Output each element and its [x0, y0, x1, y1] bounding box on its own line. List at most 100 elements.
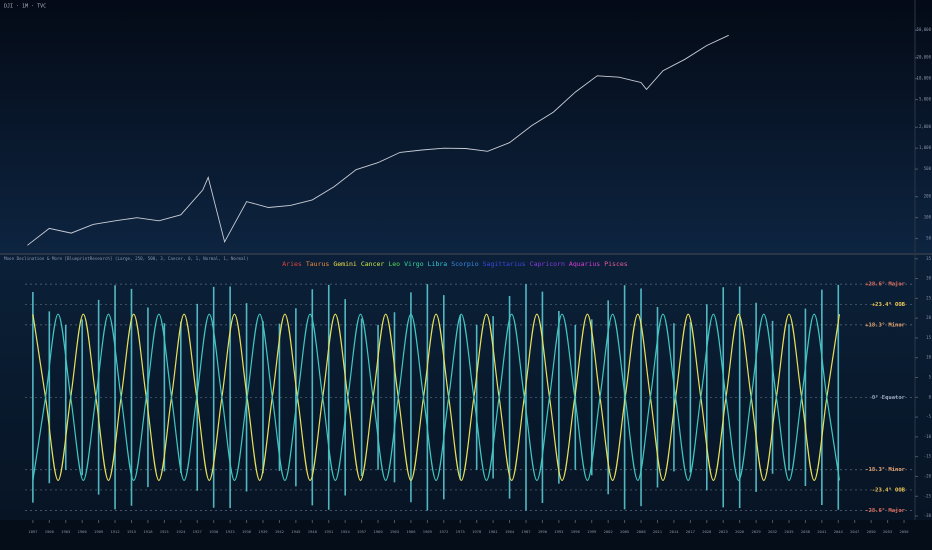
y-tick-label: -25	[924, 493, 932, 498]
x-tick-label: 2041	[817, 529, 827, 534]
y-tick-label: -20	[924, 473, 932, 478]
x-tick-label: 2032	[768, 529, 777, 534]
x-tick-label: 2002	[604, 529, 613, 534]
y-tick-label: 5,000	[919, 97, 932, 102]
level-label: 0° Equator	[872, 395, 906, 401]
legend-entry: Cancer	[361, 260, 385, 268]
level-label: -23.4° OOB	[872, 487, 906, 493]
x-tick-label: 1969	[423, 529, 433, 534]
x-tick-label: 1903	[61, 529, 70, 534]
x-tick-label: 1930	[209, 529, 219, 534]
pane-separator	[0, 253, 932, 255]
legend-entry: Taurus	[306, 260, 330, 268]
y-tick-label: 30	[926, 276, 931, 281]
x-tick-label: 1999	[587, 529, 597, 534]
y-tick-label: 1,000	[919, 145, 932, 150]
x-tick-label: 1984	[505, 529, 515, 534]
y-tick-label: 35	[926, 256, 931, 261]
x-tick-label: 1948	[308, 529, 318, 534]
legend-entry: Aquarius	[569, 260, 600, 268]
y-tick-label: 100	[924, 215, 932, 220]
y-tick-label: -15	[924, 454, 932, 459]
y-tick-label: 15	[926, 335, 931, 340]
x-tick-label: 1981	[489, 529, 499, 534]
y-tick-label: 50	[926, 236, 931, 241]
level-label: -18.3° Minor	[865, 467, 905, 473]
level-label: +28.6° Major	[865, 281, 905, 288]
legend-entry: Libra	[428, 260, 448, 268]
x-tick-label: 2005	[620, 529, 629, 534]
indicator-pane	[0, 255, 932, 520]
y-tick-label: 500	[924, 166, 932, 171]
x-tick-label: 1945	[291, 529, 300, 534]
legend-entry: Pisces	[604, 260, 628, 268]
symbol-title: DJI · 1M · TVC	[4, 4, 46, 10]
y-tick-label: 10	[926, 355, 931, 360]
cycle-line	[32, 313, 840, 482]
level-label: -28.6° Major	[865, 507, 905, 514]
x-tick-label: 1966	[406, 529, 416, 534]
x-tick-label: 2038	[801, 529, 811, 534]
x-tick-label: 2053	[883, 529, 892, 534]
x-tick-label: 1972	[439, 529, 448, 534]
level-label: +23.4° OOB	[872, 302, 906, 308]
x-tick-label: 2011	[653, 529, 663, 534]
y-tick-label: 2,000	[919, 124, 932, 129]
y-tick-label: -30	[924, 513, 932, 518]
x-tick-label: 1918	[143, 529, 153, 534]
legend-entry: Leo	[388, 260, 400, 268]
y-tick-label: 20,000	[917, 55, 932, 60]
y-tick-label: 5	[929, 375, 932, 380]
x-tick-label: 1936	[242, 529, 252, 534]
price-pane	[0, 0, 932, 253]
x-tick-label: 2023	[719, 529, 728, 534]
x-tick-label: 1927	[193, 529, 202, 534]
x-tick-label: 1978	[472, 529, 482, 534]
x-tick-label: 2014	[669, 529, 679, 534]
x-tick-label: 1990	[538, 529, 548, 534]
x-tick-label: 1900	[45, 529, 55, 534]
x-tick-label: 1954	[341, 529, 351, 534]
x-tick-label: 1957	[357, 529, 366, 534]
price-line	[27, 34, 729, 246]
x-tick-label: 2044	[834, 529, 844, 534]
x-tick-label: 1915	[127, 529, 136, 534]
y-tick-label: 50,000	[917, 27, 932, 32]
legend-entry: Aries	[282, 260, 302, 268]
x-tick-label: 1933	[226, 529, 235, 534]
y-tick-label: -5	[926, 414, 931, 419]
x-tick-label: 1960	[373, 529, 383, 534]
y-tick-label: 20	[926, 315, 931, 320]
x-tick-label: 2035	[784, 529, 793, 534]
legend-entry: Scorpio	[451, 260, 478, 268]
x-tick-label: 2050	[867, 529, 877, 534]
x-tick-label: 2020	[702, 529, 712, 534]
legend-entry: Gemini	[333, 260, 357, 268]
x-tick-label: 2047	[850, 529, 859, 534]
level-label: +18.3° Minor	[865, 322, 905, 328]
x-tick-label: 1921	[160, 529, 170, 534]
y-tick-label: -10	[924, 434, 932, 439]
x-tick-label: 2008	[636, 529, 646, 534]
x-tick-label: 2026	[735, 529, 745, 534]
x-tick-label: 1963	[390, 529, 399, 534]
x-tick-label: 2029	[752, 529, 762, 534]
x-tick-label: 2017	[686, 529, 695, 534]
legend-entry: Sagittarius	[483, 260, 526, 268]
x-tick-label: 1912	[110, 529, 119, 534]
x-tick-label: 1906	[78, 529, 88, 534]
y-tick-label: 0	[929, 394, 932, 399]
x-tick-label: 1924	[176, 529, 186, 534]
y-tick-label: 25	[926, 295, 931, 300]
x-tick-label: 1993	[554, 529, 563, 534]
cycle-line	[32, 313, 840, 482]
legend-entry: Capricorn	[530, 260, 565, 268]
x-tick-label: 1939	[258, 529, 268, 534]
y-tick-label: 200	[924, 194, 932, 199]
x-tick-label: 1897	[28, 529, 37, 534]
time-axis	[0, 520, 932, 550]
x-tick-label: 1987	[521, 529, 530, 534]
x-tick-label: 1975	[456, 529, 465, 534]
x-tick-label: 1942	[275, 529, 284, 534]
